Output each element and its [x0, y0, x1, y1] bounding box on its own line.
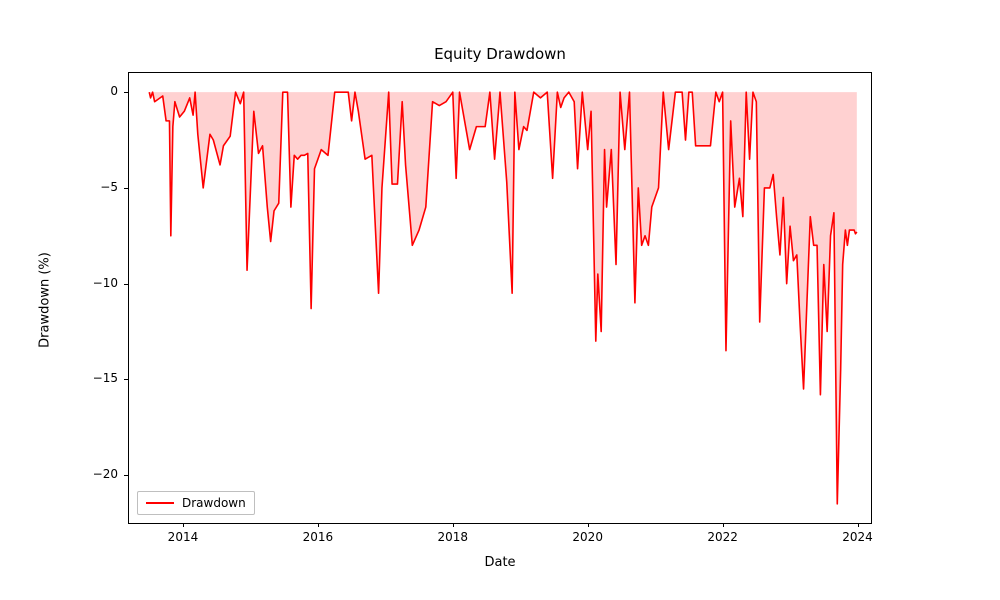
ytick-mark [124, 379, 128, 380]
chart-container: Equity Drawdown Drawdown (%) Date Drawdo… [0, 0, 1000, 600]
xtick-mark [183, 523, 184, 527]
xtick-mark [453, 523, 454, 527]
xtick-mark [318, 523, 319, 527]
xtick-label: 2022 [707, 530, 738, 544]
xtick-mark [858, 523, 859, 527]
ytick-label: −10 [88, 276, 118, 290]
xtick-label: 2016 [303, 530, 334, 544]
legend-label: Drawdown [182, 496, 246, 510]
xtick-label: 2020 [572, 530, 603, 544]
ytick-mark [124, 92, 128, 93]
ytick-label: 0 [88, 84, 118, 98]
ytick-mark [124, 475, 128, 476]
xtick-mark [588, 523, 589, 527]
ytick-mark [124, 284, 128, 285]
plot-area: Drawdown [128, 72, 872, 524]
ytick-label: −20 [88, 467, 118, 481]
drawdown-line [149, 92, 857, 504]
xtick-mark [723, 523, 724, 527]
ytick-label: −5 [88, 180, 118, 194]
xtick-label: 2024 [842, 530, 873, 544]
drawdown-fill [149, 92, 857, 504]
xtick-label: 2014 [168, 530, 199, 544]
legend: Drawdown [137, 491, 255, 515]
ytick-label: −15 [88, 371, 118, 385]
x-axis-label: Date [484, 555, 515, 570]
y-axis-label: Drawdown (%) [38, 252, 53, 348]
ytick-mark [124, 188, 128, 189]
chart-title: Equity Drawdown [0, 45, 1000, 63]
xtick-label: 2018 [438, 530, 469, 544]
drawdown-svg [129, 73, 871, 523]
legend-line-icon [146, 502, 174, 504]
